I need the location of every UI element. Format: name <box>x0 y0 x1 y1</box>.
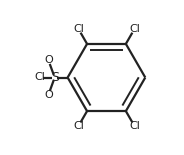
Text: Cl: Cl <box>129 121 140 131</box>
Text: Cl: Cl <box>73 24 84 34</box>
Text: Cl: Cl <box>73 121 84 131</box>
Text: Cl: Cl <box>129 24 140 34</box>
Text: S: S <box>51 71 59 84</box>
Text: Cl: Cl <box>34 73 45 82</box>
Text: O: O <box>44 90 53 100</box>
Text: O: O <box>44 55 53 65</box>
